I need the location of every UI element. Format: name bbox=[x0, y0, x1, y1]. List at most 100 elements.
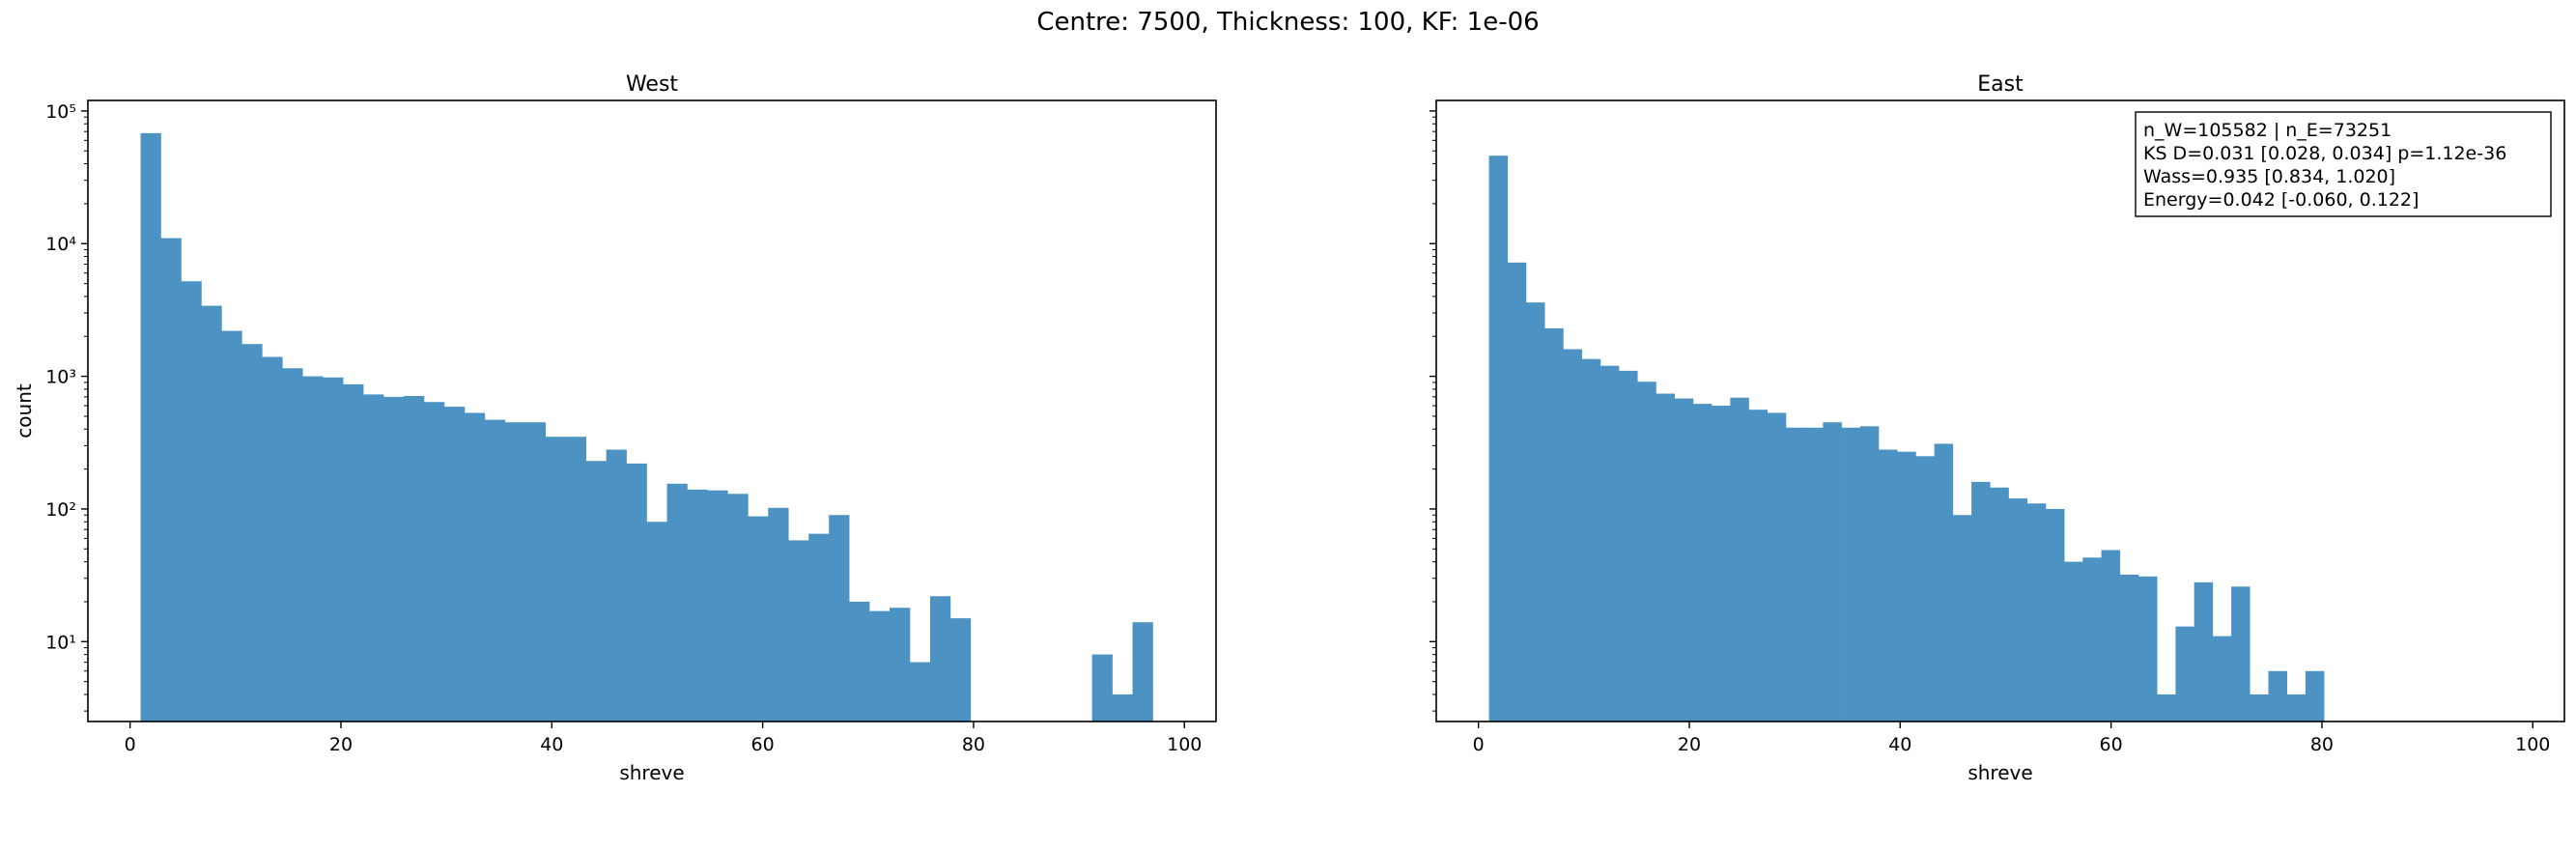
stats-annotation-line: n_W=105582 | n_E=73251 bbox=[2143, 120, 2392, 141]
histogram-bar bbox=[2194, 581, 2214, 722]
x-tick-label: 60 bbox=[751, 734, 775, 755]
histogram-bar bbox=[2268, 670, 2287, 722]
histogram-bar bbox=[363, 394, 384, 722]
histogram-bar bbox=[545, 437, 567, 722]
histogram-bar bbox=[2286, 693, 2307, 722]
histogram-bar bbox=[1656, 393, 1675, 722]
histogram-bar bbox=[1841, 427, 1861, 722]
histogram-bar bbox=[504, 422, 526, 722]
y-tick-label: 10⁴ bbox=[45, 234, 76, 255]
y-tick-label: 10¹ bbox=[45, 632, 76, 653]
histogram-bar bbox=[2064, 561, 2083, 722]
histogram-bar bbox=[1859, 426, 1880, 722]
panel-east: East 0 20 40 60 80 100 shreve n_W=105582 | n_E=7… bbox=[1430, 72, 2565, 784]
histogram-bar bbox=[1563, 349, 1582, 722]
histogram-bar bbox=[2008, 498, 2028, 722]
histogram-bar bbox=[1971, 481, 1991, 722]
x-tick-label: 0 bbox=[125, 734, 136, 755]
histogram-bar bbox=[1990, 487, 2009, 722]
histogram-bar bbox=[1637, 382, 1656, 722]
histogram-bar bbox=[890, 608, 911, 722]
histogram-bar bbox=[1488, 156, 1509, 722]
x-tick-label: 100 bbox=[1167, 734, 1202, 755]
histogram-bar bbox=[1897, 451, 1916, 722]
histogram-bar bbox=[1952, 515, 1972, 722]
histogram-bar bbox=[808, 533, 830, 722]
x-tick-label: 20 bbox=[329, 734, 353, 755]
axes-title: East bbox=[1977, 72, 2024, 97]
x-tick-label: 40 bbox=[540, 734, 563, 755]
histogram-bar bbox=[1730, 397, 1749, 722]
x-tick-label: 80 bbox=[962, 734, 985, 755]
x-tick-label: 80 bbox=[2310, 734, 2334, 755]
histogram-bar bbox=[201, 305, 222, 722]
y-tick-label: 10² bbox=[45, 499, 76, 521]
axes-frame bbox=[1435, 99, 2565, 722]
histogram-bar bbox=[1619, 370, 1638, 722]
stats-annotation-line: KS D=0.031 [0.028, 0.034] p=1.12e-36 bbox=[2143, 143, 2506, 164]
histogram-bar bbox=[687, 489, 708, 722]
histogram-bar bbox=[302, 376, 324, 722]
histogram-bar bbox=[768, 507, 789, 722]
histogram-bar bbox=[383, 396, 405, 722]
histogram-bar bbox=[1934, 443, 1954, 722]
histogram-bar bbox=[1823, 422, 1842, 722]
x-tick-label: 60 bbox=[2100, 734, 2123, 755]
histogram-bar bbox=[1879, 449, 1898, 722]
histogram-bar bbox=[2250, 693, 2269, 722]
histogram-bar bbox=[464, 412, 486, 722]
histogram-bar bbox=[2138, 576, 2158, 722]
histogram-bar bbox=[626, 463, 647, 722]
histogram-bar bbox=[565, 437, 586, 722]
histogram-bar bbox=[221, 330, 242, 722]
histogram-bar bbox=[1915, 456, 1935, 722]
histogram-bar bbox=[646, 522, 667, 722]
histogram-bar bbox=[1712, 406, 1731, 722]
histogram-bar bbox=[1581, 358, 1601, 722]
histogram-bar bbox=[707, 490, 728, 722]
stats-annotation-line: Wass=0.935 [0.834, 1.020] bbox=[2143, 166, 2395, 187]
histogram-bar bbox=[929, 596, 951, 722]
histogram-bar bbox=[323, 377, 344, 722]
histogram-bar bbox=[1674, 398, 1694, 722]
histogram-bar bbox=[1692, 404, 1713, 722]
histogram-bar bbox=[1112, 693, 1133, 722]
histogram-bar bbox=[606, 449, 627, 722]
histogram-bar bbox=[2157, 693, 2176, 722]
figure-suptitle: Centre: 7500, Thickness: 100, KF: 1e-06 bbox=[1036, 8, 1540, 37]
histogram-bar bbox=[2212, 636, 2232, 722]
histogram-bar bbox=[585, 461, 607, 722]
histogram-bar bbox=[910, 662, 931, 722]
x-tick-label: 0 bbox=[1473, 734, 1485, 755]
histogram-bar bbox=[1748, 410, 1769, 722]
histogram-bar bbox=[2119, 574, 2139, 722]
histogram-bar bbox=[524, 422, 547, 722]
histogram-bar bbox=[484, 419, 506, 722]
x-tick-label: 100 bbox=[2515, 734, 2550, 755]
histogram-bar bbox=[2026, 503, 2047, 722]
histogram-bar bbox=[140, 132, 161, 722]
histogram-bar bbox=[1526, 302, 1545, 722]
histogram-bar bbox=[160, 238, 182, 722]
histogram-bar bbox=[241, 344, 263, 722]
histogram-bar bbox=[2101, 550, 2121, 722]
histogram-bar bbox=[1767, 412, 1787, 722]
histogram-bar bbox=[1132, 622, 1153, 722]
histogram-bar bbox=[181, 281, 202, 722]
histogram-bar bbox=[849, 601, 870, 722]
histogram-bar bbox=[343, 383, 364, 722]
histogram-bar bbox=[748, 516, 769, 722]
histogram-bar bbox=[443, 407, 466, 722]
stats-annotation-box bbox=[2135, 111, 2552, 217]
histogram-bar bbox=[262, 356, 283, 722]
histogram-bar bbox=[1507, 262, 1527, 722]
histogram-bar bbox=[2082, 557, 2102, 722]
x-axis-label: shreve bbox=[1967, 761, 2032, 784]
stats-annotation-line: Energy=0.042 [-0.060, 0.122] bbox=[2143, 189, 2419, 211]
histogram-bar bbox=[2231, 586, 2250, 722]
histogram-bar bbox=[727, 494, 749, 722]
histogram-bar bbox=[666, 483, 688, 722]
y-tick-label: 10³ bbox=[45, 367, 76, 388]
